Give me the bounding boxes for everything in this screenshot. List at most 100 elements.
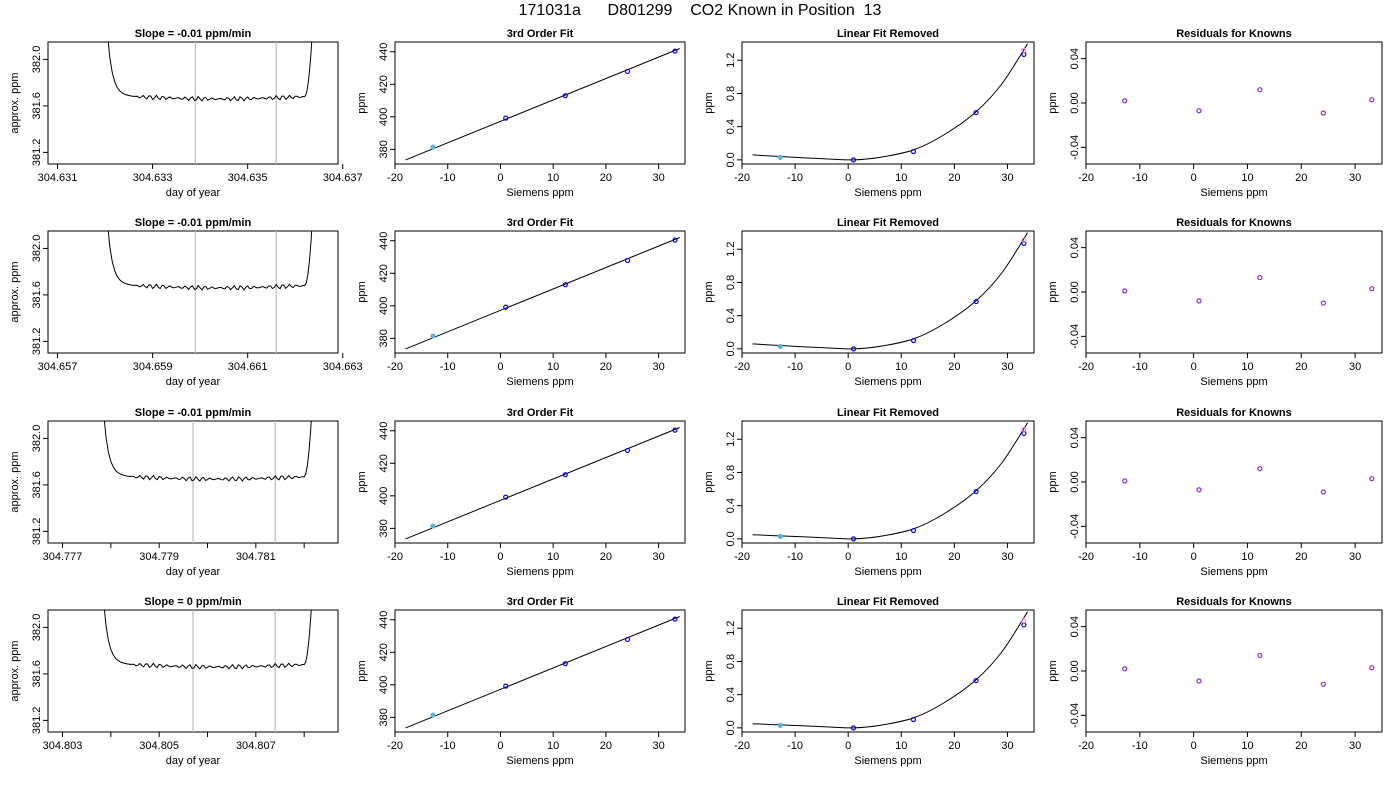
y-tick-label: 0.04 [1069,616,1081,637]
y-tick-label: 420 [378,75,390,93]
data-point [1257,652,1263,659]
x-tick-label: 20 [1295,361,1307,373]
data-point [1320,110,1326,116]
plot-area [1122,466,1375,495]
y-tick-label: 0.8 [725,654,737,669]
data-point [624,447,631,454]
x-tick-label: 0 [497,740,503,752]
panel-r1-c3: Linear Fit Removed -20 -10 0 10 20 30 0.0 0.4 0.8… [703,28,1035,199]
data-point [430,333,436,339]
x-tick-label: 30 [1349,551,1361,563]
panel-r1-c2: 3rd Order Fit -20 -10 0 10 20 30 380 400 420 440 Si… [356,28,686,199]
x-tick-label: 10 [1241,172,1253,184]
x-tick-label: 20 [1295,551,1307,563]
panel-title: Slope = -0.01 ppm/min [135,407,252,419]
panel-r4-c4: Residuals for Knowns -20 -10 0 10 20 30 -0.04 0.… [1047,596,1383,767]
panel-title: Linear Fit Removed [837,596,939,608]
y-axis-label: ppm [703,281,715,302]
y-tick-label: 0.8 [725,86,737,101]
data-point [1369,97,1375,103]
data-point [430,523,436,529]
panel-r4-c1: Slope = 0 ppm/min 304.803 304.805 304.807 38… [9,596,339,767]
data-point [777,343,783,349]
panel-title: Slope = 0 ppm/min [144,596,242,608]
data-point [850,346,857,352]
x-axis-label: Siemens ppm [1200,376,1267,388]
y-tick-label: 0.0 [725,341,737,356]
x-axis-label: Siemens ppm [506,755,573,767]
plot-area [752,611,1029,731]
data-point [624,68,631,75]
data-point [503,115,509,121]
x-tick-label: 10 [547,551,559,563]
plot-area [1122,87,1375,116]
plot-area [103,421,312,543]
data-point [910,716,917,723]
x-axis-label: day of year [166,187,221,199]
plot-area [405,48,680,161]
panel-title: Residuals for Knowns [1176,407,1292,419]
data-point-secondary [1021,47,1027,53]
plot-area [107,42,313,164]
x-tick-label: -20 [734,551,750,563]
panel-r3-c1: Slope = -0.01 ppm/min 304.777 304.779 304.7… [9,407,339,578]
data-point [973,677,979,684]
x-tick-label: 10 [895,361,907,373]
panel-r2-c3: Linear Fit Removed -20 -10 0 10 20 30 0.0 0.4 0.8… [703,217,1035,388]
x-tick-label: 0 [497,551,503,563]
plot-area [405,427,680,540]
x-axis-label: Siemens ppm [854,376,921,388]
x-tick-label: -10 [1132,172,1148,184]
x-tick-label: 304.779 [139,551,179,563]
y-tick-label: 0.04 [1069,48,1081,69]
data-point [1369,476,1375,482]
y-tick-label: 380 [378,329,390,347]
x-tick-label: 10 [895,172,907,184]
x-tick-label: 304.781 [236,551,276,563]
x-axis-label: Siemens ppm [1200,566,1267,578]
x-tick-label: -10 [787,172,803,184]
data-point [624,257,631,264]
x-tick-label: -10 [787,361,803,373]
x-tick-label: 304.803 [43,740,83,752]
data-point [850,157,857,163]
y-tick-label: 382.0 [31,46,43,74]
panel-title: Slope = -0.01 ppm/min [135,28,252,40]
y-tick-label: 440 [378,611,390,629]
y-axis-label: approx. ppm [9,640,21,701]
y-tick-label: 382.0 [31,235,43,263]
plot-frame [47,41,339,165]
data-point [973,488,979,495]
x-tick-label: 10 [547,361,559,373]
x-tick-label: -20 [734,172,750,184]
y-tick-label: 0.04 [1069,427,1081,448]
x-tick-label: 20 [600,740,612,752]
y-tick-label: 382.0 [31,614,43,642]
y-tick-label: 420 [378,264,390,282]
data-point [1021,51,1027,58]
x-axis-label: Siemens ppm [506,376,573,388]
y-tick-label: 380 [378,140,390,158]
x-tick-label: 10 [547,740,559,752]
x-tick-label: 20 [948,361,960,373]
x-tick-label: 304.661 [228,361,268,373]
data-point [430,144,436,150]
figure-title: 171031a D801299 CO2 Known in Position 13 [518,2,882,19]
panel-r3-c3: Linear Fit Removed -20 -10 0 10 20 30 0.0 0.4 0.8… [703,407,1035,578]
panel-r2-c2: 3rd Order Fit -20 -10 0 10 20 30 380 400 420 440 Si… [356,217,686,388]
y-tick-label: -0.04 [1069,703,1081,728]
y-axis-label: ppm [1047,92,1059,113]
panel-r1-c4: Residuals for Knowns -20 -10 0 10 20 30 -0.04 0.… [1047,28,1383,199]
x-tick-label: -10 [1132,361,1148,373]
x-tick-label: 0 [845,740,851,752]
x-tick-label: 20 [948,172,960,184]
data-point [1021,240,1027,247]
x-tick-label: 304.633 [133,172,173,184]
x-tick-label: 304.805 [139,740,179,752]
x-tick-label: 0 [1191,551,1197,563]
x-tick-label: 10 [1241,551,1253,563]
fit-line [752,232,1029,350]
x-tick-label: -20 [1078,361,1094,373]
data-point [562,472,568,478]
y-tick-label: 420 [378,454,390,472]
